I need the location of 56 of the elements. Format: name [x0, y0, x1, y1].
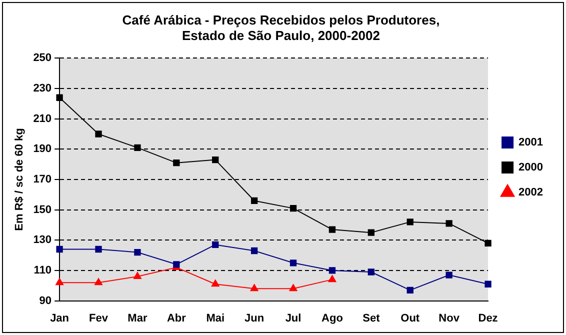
point — [133, 272, 142, 280]
point — [250, 284, 258, 292]
point — [484, 240, 492, 247]
point — [328, 267, 336, 274]
x-tick-label: Ago — [322, 312, 344, 324]
point — [290, 204, 297, 212]
x-tick-label: Jun — [244, 312, 264, 324]
legend-label: 2001 — [518, 136, 544, 149]
point — [250, 247, 258, 254]
point — [95, 130, 102, 138]
x-tick-label: Out — [400, 312, 420, 324]
x-tick-label: Mar — [128, 312, 148, 324]
point — [56, 246, 63, 253]
point — [56, 278, 64, 286]
point — [134, 248, 141, 256]
point — [250, 197, 258, 204]
point — [95, 246, 102, 253]
point — [212, 241, 219, 248]
point — [406, 218, 414, 226]
x-tick-label: Jul — [285, 312, 302, 324]
x-tick-label: Nov — [438, 312, 460, 324]
point — [446, 220, 452, 227]
point — [212, 156, 219, 164]
y-tick-label: 130 — [33, 234, 52, 246]
legend-label: 2002 — [518, 186, 544, 199]
y-axis-title: Em R$ / sc de 60 kg — [14, 128, 26, 231]
x-tick-label: Mai — [206, 312, 225, 324]
point — [328, 226, 336, 233]
x-tick-label: Set — [362, 312, 380, 324]
y-tick-label: 250 — [33, 52, 52, 64]
point — [94, 278, 102, 286]
y-tick-label: 210 — [33, 112, 52, 125]
point — [289, 284, 298, 292]
point — [173, 159, 180, 166]
point — [446, 272, 452, 278]
y-tick-label: 190 — [33, 143, 52, 156]
x-tick-label: Abr — [166, 312, 187, 324]
point — [368, 268, 374, 276]
x-tick-label: Jan — [50, 312, 70, 324]
y-tick-label: 170 — [33, 174, 52, 186]
point — [406, 286, 414, 294]
y-tick-label: 150 — [33, 204, 52, 216]
x-tick-label: Fev — [89, 312, 109, 324]
y-tick-label: 230 — [33, 82, 52, 95]
point — [484, 280, 492, 288]
point — [134, 144, 141, 151]
point — [211, 280, 220, 287]
chart-title: Café Arábica - Preços Recebidos pelos Produtores, Estado de São Paulo, 2000-2002 — [122, 12, 440, 43]
point — [328, 275, 336, 282]
point — [290, 260, 297, 266]
y-tick-label: 110 — [34, 264, 52, 277]
point — [368, 229, 374, 236]
legend-label: 2000 — [518, 162, 544, 174]
y-tick-label: 90 — [39, 294, 52, 307]
point — [56, 94, 63, 101]
x-tick-label: Dez — [478, 312, 498, 324]
